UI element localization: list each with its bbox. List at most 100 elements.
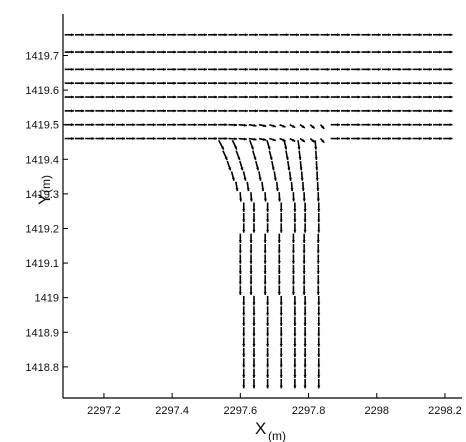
arrow-head	[242, 312, 246, 316]
arrow-head	[183, 81, 187, 85]
velocity-arrow	[402, 137, 412, 141]
arrow-head	[81, 33, 85, 37]
velocity-arrow	[302, 254, 306, 264]
velocity-arrow	[235, 150, 241, 161]
arrow-head	[301, 138, 305, 142]
velocity-arrow	[228, 137, 238, 141]
velocity-arrow	[315, 160, 319, 171]
arrow-head	[253, 123, 257, 127]
arrow-head	[263, 250, 267, 254]
velocity-arrow	[300, 81, 310, 85]
velocity-arrow	[381, 50, 392, 54]
arrow-head	[284, 146, 288, 150]
velocity-arrow	[242, 347, 246, 358]
x-tick-label: 2297.2	[87, 405, 121, 417]
x-tick-label: 2298.2	[428, 405, 462, 417]
arrow-head	[357, 95, 361, 99]
velocity-arrow	[293, 212, 297, 223]
velocity-arrow	[422, 81, 432, 85]
arrow-head	[234, 67, 238, 71]
velocity-arrow	[248, 109, 259, 113]
arrow-head	[240, 167, 244, 171]
velocity-arrow	[238, 109, 248, 113]
arrow-head	[357, 123, 361, 127]
arrow-head	[367, 67, 371, 71]
arrow-head	[204, 81, 207, 85]
velocity-arrow	[85, 50, 95, 54]
arrow-head	[367, 137, 371, 141]
arrow-head	[265, 33, 269, 37]
arrow-head	[398, 67, 402, 71]
velocity-arrow	[74, 123, 85, 127]
arrow-head	[296, 95, 299, 99]
velocity-arrow	[279, 378, 283, 389]
velocity-arrow	[248, 137, 257, 141]
velocity-arrow	[351, 33, 361, 37]
y-tick-label: 1418.8	[25, 362, 59, 374]
arrow-head	[265, 95, 269, 99]
velocity-arrow	[317, 202, 321, 212]
velocity-arrow	[259, 50, 269, 54]
velocity-arrow	[273, 171, 277, 181]
velocity-arrow	[136, 33, 146, 37]
arrow-head	[183, 137, 187, 141]
arrow-head	[152, 81, 156, 85]
arrow-head	[173, 67, 177, 71]
velocity-arrow	[443, 33, 453, 37]
arrow-head	[418, 123, 422, 127]
arrow-head	[301, 188, 305, 192]
arrow-head	[398, 137, 402, 141]
velocity-arrow	[279, 33, 289, 37]
arrow-head	[243, 123, 247, 127]
arrow-head	[285, 156, 289, 160]
arrow-head	[337, 50, 340, 54]
arrow-head	[263, 260, 267, 264]
velocity-arrow	[197, 33, 207, 37]
arrow-head	[152, 95, 156, 99]
arrow-head	[285, 81, 289, 85]
velocity-arrow	[167, 67, 177, 71]
arrow-head	[316, 109, 320, 113]
velocity-arrow	[299, 137, 306, 143]
arrow-head	[266, 333, 270, 337]
arrow-head	[316, 240, 320, 244]
velocity-arrow	[228, 81, 238, 85]
velocity-arrow	[266, 202, 270, 212]
velocity-arrow	[381, 33, 392, 37]
velocity-arrow	[177, 33, 187, 37]
velocity-arrow	[217, 139, 225, 150]
velocity-arrow	[340, 33, 351, 37]
velocity-arrow	[64, 137, 74, 141]
velocity-arrow	[289, 81, 299, 85]
arrow-head	[183, 50, 187, 54]
y-tick-label: 1419.1	[25, 258, 59, 270]
velocity-arrow	[136, 109, 146, 113]
arrow-head	[439, 67, 443, 71]
velocity-arrow	[259, 67, 269, 71]
velocity-arrow	[277, 254, 281, 264]
arrow-head	[298, 157, 302, 160]
arrow-head	[250, 146, 254, 150]
velocity-arrow	[297, 140, 301, 150]
arrow-head	[242, 209, 246, 212]
velocity-arrow	[249, 233, 253, 244]
arrow-head	[388, 109, 392, 113]
arrow-head	[388, 33, 392, 37]
arrow-head	[142, 109, 146, 113]
arrow-head	[238, 250, 242, 254]
velocity-arrow	[317, 316, 321, 327]
arrow-head	[306, 33, 310, 37]
velocity-arrow	[392, 95, 402, 99]
velocity-arrow	[218, 67, 228, 71]
y-axis-label: Y	[35, 194, 54, 205]
arrow-head	[408, 81, 412, 85]
arrow-head	[398, 109, 402, 113]
arrow-head	[449, 50, 453, 54]
velocity-arrow	[242, 368, 246, 378]
ticks-layer: 2297.2 2297.4 2297.6 2297.8 2298 2298.2 1418.8…	[25, 51, 461, 417]
arrow-head	[258, 177, 262, 181]
arrow-head	[296, 50, 299, 54]
arrow-head	[91, 81, 95, 85]
velocity-arrow	[300, 33, 310, 37]
